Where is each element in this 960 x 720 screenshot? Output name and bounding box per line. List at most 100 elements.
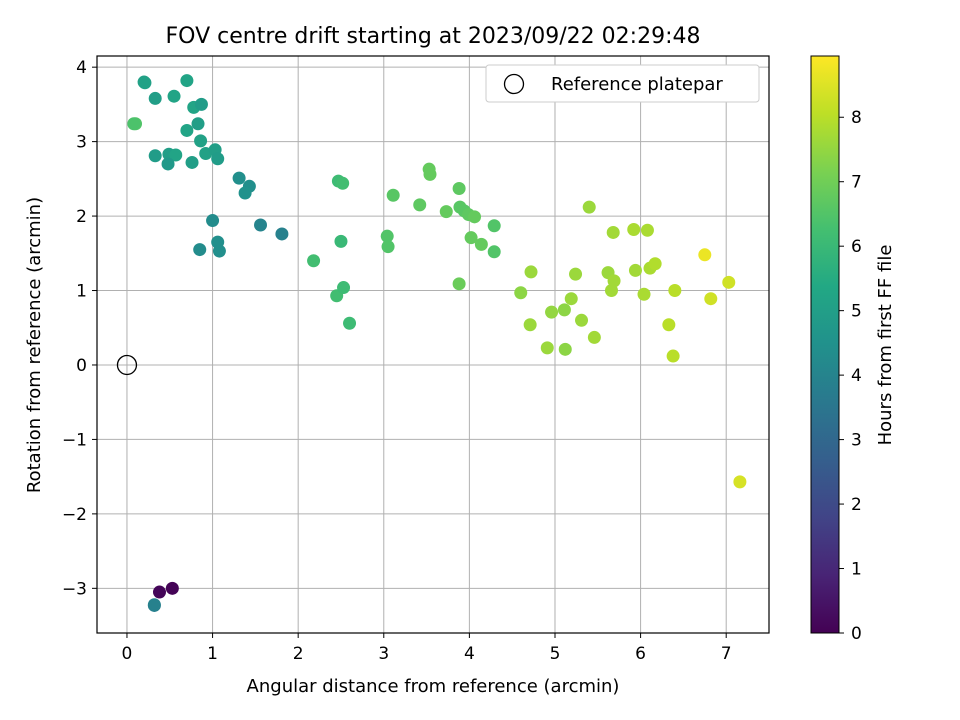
data-point <box>637 287 651 301</box>
colorbar-tick-label: 7 <box>851 173 862 193</box>
data-point <box>380 229 394 243</box>
data-point <box>575 313 589 327</box>
y-tick-label: −1 <box>62 430 87 450</box>
data-point <box>564 292 578 306</box>
y-tick-label: 2 <box>76 207 87 227</box>
data-point <box>194 134 208 148</box>
y-tick-label: 1 <box>76 282 87 302</box>
colorbar-tick-label: 2 <box>851 495 862 515</box>
colorbar-label: Hours from first FF file <box>875 245 896 446</box>
data-point <box>558 342 572 356</box>
x-tick-label: 5 <box>550 644 561 664</box>
data-point <box>307 254 321 268</box>
reference-platepar-marker <box>116 354 138 376</box>
data-point <box>161 157 175 171</box>
data-point <box>662 318 676 332</box>
data-point <box>180 74 194 88</box>
data-point <box>148 149 162 163</box>
colorbar-tick-label: 0 <box>851 624 862 644</box>
y-axis-ticks: −3 −2 −1 0 1 2 3 4 <box>62 58 97 599</box>
data-point <box>587 330 601 344</box>
data-point <box>557 303 571 317</box>
data-point <box>540 341 554 355</box>
plot-frame <box>96 55 770 634</box>
data-point <box>337 281 351 295</box>
data-point <box>722 275 736 289</box>
x-tick-label: 1 <box>207 644 218 664</box>
data-point <box>180 123 194 137</box>
y-tick-label: 4 <box>76 58 87 78</box>
data-point <box>336 176 350 190</box>
data-point <box>514 286 528 300</box>
data-point <box>468 210 482 224</box>
data-point <box>206 214 220 228</box>
data-point <box>147 598 161 612</box>
legend: Reference platepar <box>485 64 760 103</box>
data-point <box>487 245 501 259</box>
data-point <box>582 200 596 214</box>
data-point <box>413 198 427 212</box>
y-tick-label: 3 <box>76 133 87 153</box>
data-point <box>148 91 162 105</box>
data-point <box>545 305 559 319</box>
data-points <box>127 74 747 612</box>
x-tick-label: 2 <box>293 644 304 664</box>
data-point <box>386 188 400 202</box>
x-axis-ticks: 0 1 2 3 4 5 6 7 <box>122 633 732 664</box>
data-point <box>212 244 226 258</box>
data-point <box>152 585 166 599</box>
data-point <box>167 89 181 103</box>
data-point <box>185 155 199 169</box>
data-point <box>704 292 718 306</box>
legend-label: Reference platepar <box>551 74 723 95</box>
data-point <box>169 148 183 162</box>
reference-marker-layer <box>116 354 138 376</box>
colorbar-tick-label: 3 <box>851 431 862 451</box>
y-tick-label: 0 <box>76 356 87 376</box>
data-point <box>627 222 641 236</box>
x-axis-label: Angular distance from reference (arcmin) <box>247 676 620 697</box>
data-point <box>606 225 620 239</box>
chart-title: FOV centre drift starting at 2023/09/22 … <box>166 24 701 49</box>
data-point <box>666 349 680 363</box>
data-point <box>523 318 537 332</box>
data-point <box>381 240 395 254</box>
colorbar-tick-label: 4 <box>851 366 862 386</box>
colorbar-tick-label: 1 <box>851 560 862 580</box>
colorbar-tick-label: 6 <box>851 237 862 257</box>
x-tick-label: 7 <box>721 644 732 664</box>
data-point <box>191 117 205 131</box>
colorbar-ticks: 0 1 2 3 4 5 6 7 8 <box>839 108 862 644</box>
data-point <box>275 227 289 241</box>
data-point <box>474 237 488 251</box>
data-point <box>439 205 453 219</box>
y-axis-label: Rotation from reference (arcmin) <box>24 197 45 493</box>
data-point <box>569 267 583 281</box>
colorbar-tick-label: 8 <box>851 108 862 128</box>
data-point <box>607 274 621 288</box>
data-point <box>628 263 642 277</box>
data-point <box>165 581 179 595</box>
x-tick-label: 3 <box>378 644 389 664</box>
data-point <box>232 171 246 185</box>
data-point <box>423 167 437 181</box>
x-tick-label: 6 <box>635 644 646 664</box>
data-point <box>254 218 268 232</box>
data-point <box>127 117 141 131</box>
data-point <box>452 182 466 196</box>
data-point <box>238 186 252 200</box>
data-point <box>524 265 538 279</box>
colorbar-tick-label: 5 <box>851 302 862 322</box>
grid-lines <box>97 56 769 633</box>
data-point <box>648 257 662 271</box>
data-point <box>668 284 682 298</box>
data-point <box>452 277 466 291</box>
colorbar <box>810 55 840 634</box>
y-tick-label: −3 <box>62 579 87 599</box>
data-point <box>640 223 654 237</box>
legend-box <box>485 64 760 103</box>
data-point <box>138 76 152 90</box>
x-tick-label: 4 <box>464 644 475 664</box>
y-tick-label: −2 <box>62 505 87 525</box>
